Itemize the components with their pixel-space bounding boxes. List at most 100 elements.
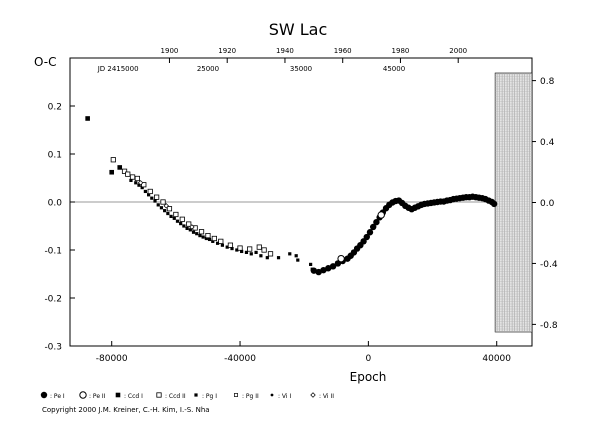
data-point [129, 178, 133, 182]
data-point [85, 116, 90, 121]
right-panel-hatch [494, 72, 533, 333]
data-point [189, 224, 195, 230]
data-point [147, 188, 153, 195]
legend-label: : Pg I [202, 393, 217, 400]
data-point [220, 243, 224, 247]
data-point [256, 244, 262, 250]
data-point [247, 246, 253, 252]
data-point [463, 196, 467, 200]
copyright-text: Copyright 2000 J.M. Kreiner, C.-H. Kim, … [42, 406, 210, 414]
data-point [227, 242, 234, 248]
data-point [198, 234, 202, 238]
data-point [377, 211, 385, 219]
data-point [373, 218, 380, 226]
data-point [261, 247, 267, 253]
legend-label: : Pg II [242, 393, 259, 400]
data-point [369, 223, 377, 231]
data-point [185, 226, 189, 230]
data-point [320, 266, 327, 274]
data-point [160, 199, 166, 205]
data-point [296, 258, 300, 262]
legend-marker [156, 392, 162, 398]
data-point [191, 230, 196, 234]
data-point [195, 232, 199, 236]
jd-label: JD 2415000 [97, 65, 139, 73]
data-point [211, 235, 217, 242]
legend-marker [79, 391, 87, 399]
data-point [254, 250, 258, 254]
y-tick-label: -0.3 [44, 343, 62, 353]
data-point [249, 252, 253, 256]
data-point [237, 245, 243, 251]
data-point [117, 165, 123, 170]
data-point [240, 249, 244, 254]
x-tick-label: -80000 [96, 354, 128, 364]
legend-label: : Pe II [89, 393, 106, 400]
data-point [225, 245, 229, 249]
data-point [166, 211, 170, 216]
y-axis-label: O-C [34, 55, 57, 69]
data-point [288, 252, 292, 256]
data-point [147, 193, 151, 197]
legend-label: : Vi II [319, 393, 334, 400]
data-point [201, 235, 205, 239]
data-point [186, 221, 192, 227]
data-point [121, 168, 128, 174]
right-y-tick-label: 0.4 [540, 138, 555, 148]
data-point [244, 250, 249, 254]
right-y-tick-label: -0.8 [540, 321, 558, 331]
data-point [207, 237, 212, 242]
x-tick-label: -40000 [224, 354, 256, 364]
data-point [230, 246, 234, 251]
jd-label: 35000 [290, 65, 312, 73]
legend-marker [194, 393, 198, 397]
data-point [166, 206, 173, 212]
data-point [294, 254, 298, 258]
axes: -0.3 -0.2 -0.1 0.0 0.1 0.2 -80000 -40000 0 40000 1… [44, 47, 557, 364]
legend-label: : Ccd I [124, 393, 143, 400]
data-points [85, 116, 498, 276]
data-point [188, 228, 192, 232]
legend-label: : Vi I [278, 393, 291, 400]
data-point [179, 216, 185, 222]
x-axis-label: Epoch [350, 370, 387, 384]
right-y-tick-label: -0.4 [540, 260, 558, 270]
legend-marker [270, 393, 274, 397]
data-point [265, 256, 269, 260]
data-point [110, 157, 116, 163]
data-point [169, 214, 173, 218]
data-point [204, 236, 208, 241]
data-point [205, 232, 211, 239]
data-point [259, 254, 263, 258]
top-year-label: 2000 [449, 47, 467, 55]
y-tick-label: 0.1 [48, 151, 62, 161]
data-point [172, 216, 176, 220]
top-year-label: 1960 [334, 47, 352, 55]
data-point [405, 205, 409, 209]
y-tick-label: 0.0 [48, 199, 63, 209]
data-point [198, 229, 205, 235]
data-point [163, 209, 167, 213]
data-point [235, 248, 239, 252]
data-point [309, 262, 313, 266]
data-point [141, 182, 147, 188]
data-point [386, 205, 390, 209]
data-point [134, 181, 138, 185]
data-point [310, 267, 318, 274]
data-point [140, 186, 144, 190]
legend-marker [115, 392, 121, 398]
data-point [182, 224, 186, 228]
data-point [211, 239, 215, 243]
data-point [325, 267, 329, 271]
jd-label: 25000 [197, 65, 219, 73]
data-point [173, 211, 179, 218]
top-year-label: 1900 [161, 47, 179, 55]
data-point [424, 202, 428, 206]
data-point [129, 174, 136, 180]
data-point [329, 263, 337, 270]
legend: : Pe I: Pe II: Ccd I: Ccd II: Pg I: Pg I… [40, 391, 334, 400]
top-year-label: 1980 [392, 47, 410, 55]
data-point [334, 263, 338, 266]
data-point [267, 251, 274, 257]
data-point [276, 256, 281, 260]
